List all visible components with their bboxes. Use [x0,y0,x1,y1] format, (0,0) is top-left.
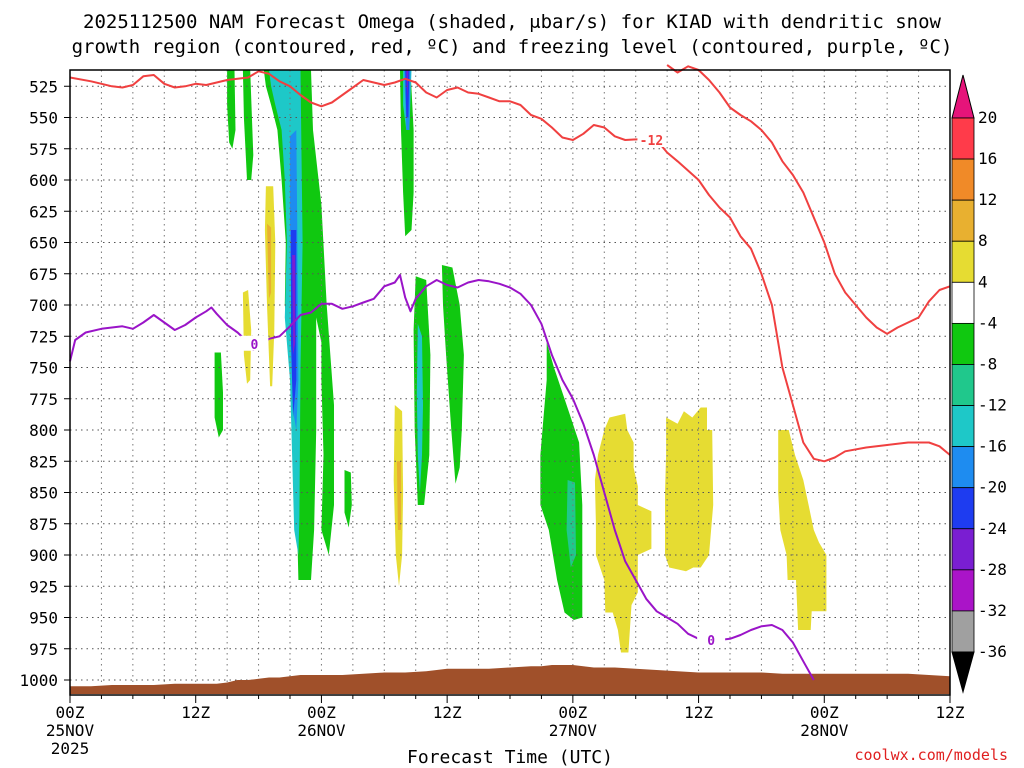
red-isotherm-upper [69,70,951,463]
x-tick-label-48: 00Z [558,703,587,722]
colorbar-bin-11 [951,569,975,612]
omega-region-23 [396,461,401,530]
colorbar-bin-9 [951,487,975,530]
y-axis: 525 550 575 600 625 650 675 700 725 750 775 800 825 8… [19,77,70,690]
y-tick-label-750: 750 [29,359,58,378]
omega-region-4 [344,470,352,528]
x-date-label-72: 28NOV [800,721,849,740]
omega-region-7 [441,265,464,484]
colorbar-bin-1 [951,158,975,201]
red-isotherm-label: -12 [640,134,663,149]
omega-region-18 [406,70,409,99]
x-tick-label-60: 12Z [684,703,713,722]
y-tick-label-775: 775 [29,390,58,409]
colorbar-label-8: -16 [978,437,1007,456]
chart-title-line1: 2025112500 NAM Forecast Omega (shaded, μ… [83,11,941,33]
omega-shading-layer [214,70,827,653]
omega-region-26 [778,430,827,630]
colorbar-bin-7 [951,405,975,448]
colorbar-label-2: 12 [978,190,997,209]
omega-region-25 [665,407,714,572]
x-date-label-0: 25NOV [46,721,95,740]
y-tick-label-825: 825 [29,452,58,471]
colorbar-label-6: -8 [978,354,997,373]
omega-region-5 [400,70,414,237]
y-tick-label-725: 725 [29,327,58,346]
x-tick-label-84: 12Z [936,703,965,722]
freezing-level-label-2-bg [240,335,269,351]
y-tick-label-1000: 1000 [19,671,58,690]
y-tick-label-550: 550 [29,109,58,128]
colorbar-label-5: -4 [978,313,997,332]
colorbar-top-arrow [951,74,975,119]
colorbar-bin-6 [951,364,975,406]
y-tick-label-575: 575 [29,140,58,159]
x-date-label-24: 26NOV [297,721,346,740]
terrain-surface [70,665,950,694]
colorbar-label-11: -28 [978,560,1007,579]
y-tick-label-875: 875 [29,515,58,534]
colorbar-bin-5 [951,322,975,365]
colorbar-label-1: 16 [978,149,997,168]
omega-region-24 [594,413,652,653]
colorbar-label-0: 20 [978,108,997,127]
red-isotherm-right [666,64,951,335]
y-tick-label-850: 850 [29,484,58,503]
y-tick-label-625: 625 [29,202,58,221]
omega-region-12 [416,323,423,493]
x-date-label-48: 27NOV [549,721,598,740]
omega-region-0 [227,70,236,149]
colorbar-label-10: -24 [978,519,1007,538]
y-tick-label-975: 975 [29,640,58,659]
colorbar-bin-0 [951,117,975,160]
colorbar-label-3: 8 [978,231,988,250]
credit-link[interactable]: coolwx.com/models [854,746,1008,764]
y-tick-label-650: 650 [29,234,58,253]
y-tick-label-900: 900 [29,546,58,565]
freezing-level-label: 0 [707,634,715,649]
x-tick-label-72: 00Z [810,703,839,722]
red-isotherm-label-bg [637,132,666,147]
x-year-label-0: 2025 [51,739,90,758]
colorbar-bin-8 [951,446,975,489]
x-axis-label: Forecast Time (UTC) [407,747,613,768]
colorbar-bottom-arrow [951,651,975,694]
colorbar-bin-2 [951,199,975,242]
omega-region-17 [292,255,296,355]
colorbar-label-13: -36 [978,642,1007,661]
y-tick-label-925: 925 [29,577,58,596]
y-tick-label-950: 950 [29,609,58,628]
y-tick-label-675: 675 [29,265,58,284]
x-tick-label-24: 00Z [307,703,336,722]
omega-region-3 [214,352,223,438]
y-tick-label-525: 525 [29,77,58,96]
y-tick-label-600: 600 [29,171,58,190]
colorbar-label-4: 4 [978,272,988,291]
isotherm-layer: -12 0 0 [69,64,951,681]
terrain-layer [70,665,950,694]
y-tick-label-700: 700 [29,296,58,315]
colorbar-bin-4 [951,281,975,324]
grid-lines [69,70,951,695]
freezing-level-label-bg [697,632,726,647]
freezing-level-line [69,274,815,681]
x-tick-label-12: 12Z [181,703,210,722]
freezing-level-label-2: 0 [250,338,258,353]
y-tick-label-800: 800 [29,421,58,440]
colorbar-label-9: -20 [978,478,1007,497]
plot-area: -12 0 0 [69,64,951,696]
colorbar-label-12: -32 [978,601,1007,620]
x-tick-label-36: 12Z [433,703,462,722]
colorbar-bin-10 [951,528,975,571]
colorbar-bin-3 [951,240,975,283]
omega-region-1 [242,70,254,180]
colorbar-bin-12 [951,610,975,653]
chart-title-line2: growth region (contoured, red, ºC) and f… [72,36,953,58]
colorbar-label-7: -12 [978,396,1007,415]
colorbar: 20 16 12 8 4 -4 -8 -12 -16 -20 -24 -28 -32 -36 [951,74,1007,694]
x-tick-label-0: 00Z [56,703,85,722]
